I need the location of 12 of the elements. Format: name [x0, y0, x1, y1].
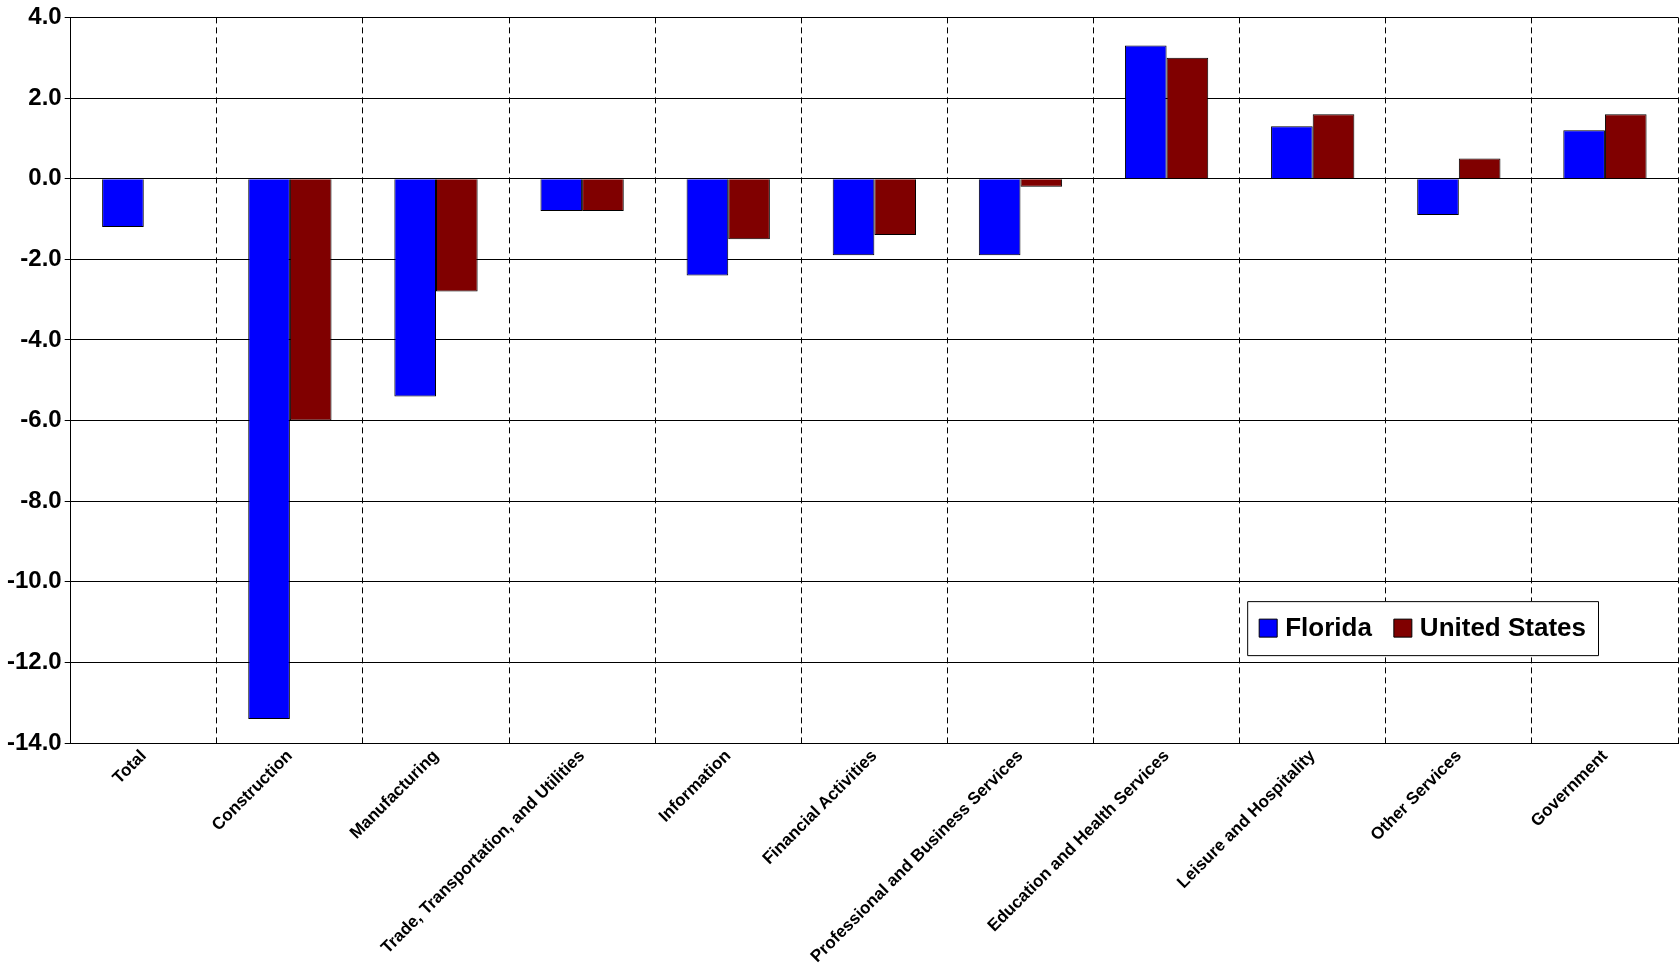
y-tick-label: -10.0	[7, 566, 62, 594]
y-tick-label: 4.0	[28, 2, 62, 30]
y-tick-label: -6.0	[20, 405, 62, 433]
y-tick-label: -2.0	[20, 243, 62, 271]
legend-label: Florida	[1285, 612, 1373, 643]
y-tick-label: -8.0	[20, 485, 62, 513]
y-tick-label: -14.0	[7, 727, 62, 755]
y-tick-label: -12.0	[7, 647, 62, 675]
legend-label: United States	[1419, 612, 1587, 643]
y-tick-label: -4.0	[20, 324, 62, 352]
y-tick-label: 2.0	[28, 82, 62, 110]
y-tick-label: 0.0	[28, 163, 62, 191]
